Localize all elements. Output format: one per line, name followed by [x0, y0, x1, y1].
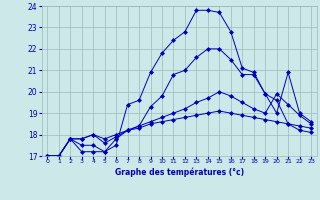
X-axis label: Graphe des températures (°c): Graphe des températures (°c) — [115, 167, 244, 177]
